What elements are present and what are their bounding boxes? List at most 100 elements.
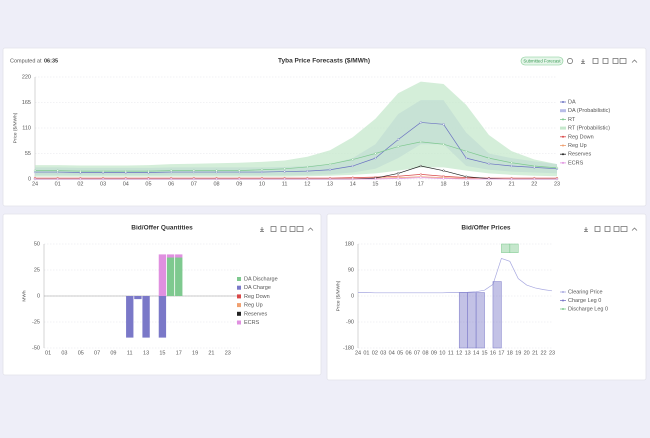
forecast-title: Tyba Price Forecasts ($/MWh) bbox=[278, 58, 370, 65]
download-icon[interactable] bbox=[584, 227, 588, 232]
point bbox=[101, 170, 105, 173]
x-tick-label: 18 bbox=[507, 350, 513, 356]
point bbox=[79, 177, 82, 181]
table-icon[interactable] bbox=[602, 58, 609, 64]
point bbox=[79, 170, 82, 173]
grid-icon[interactable] bbox=[296, 226, 304, 232]
point bbox=[419, 140, 422, 144]
bar bbox=[166, 257, 175, 296]
x-tick-label: 01 bbox=[45, 350, 51, 356]
y-axis-label: Price ($/MWh) bbox=[335, 280, 341, 311]
legend-label: Charge Leg 0 bbox=[568, 298, 601, 304]
table-icon[interactable] bbox=[280, 226, 287, 232]
point bbox=[260, 177, 264, 181]
series-line bbox=[35, 122, 558, 173]
legend-marker bbox=[562, 144, 564, 147]
legend-label: Reserves bbox=[244, 311, 267, 317]
x-tick-label: 17 bbox=[418, 181, 424, 187]
x-tick-label: 12 bbox=[304, 181, 310, 187]
point bbox=[306, 165, 309, 169]
legend-label: Clearing Price bbox=[568, 289, 603, 295]
point bbox=[465, 157, 468, 160]
view-icon[interactable] bbox=[270, 226, 277, 232]
x-tick-label: 06 bbox=[168, 181, 174, 187]
legend-swatch bbox=[560, 126, 566, 130]
computed-time: 06:35 bbox=[44, 58, 58, 64]
x-tick-label: 18 bbox=[440, 181, 446, 187]
point bbox=[215, 169, 218, 172]
legend-label: Reg Up bbox=[568, 143, 587, 149]
x-tick-label: 17 bbox=[176, 350, 182, 356]
check-icon[interactable] bbox=[613, 226, 620, 232]
legend-swatch bbox=[237, 320, 241, 325]
legend-label: DA (Probabilistic) bbox=[568, 108, 610, 114]
bar bbox=[126, 296, 134, 338]
x-tick-label: 05 bbox=[78, 350, 84, 356]
bar bbox=[158, 254, 167, 296]
x-tick-label: 08 bbox=[214, 181, 220, 187]
help-icon[interactable] bbox=[567, 58, 573, 64]
collapse-icon[interactable] bbox=[307, 227, 314, 231]
badge bbox=[520, 56, 564, 66]
x-tick-label: 07 bbox=[191, 181, 197, 187]
legend-label: Discharge Leg 0 bbox=[568, 306, 608, 312]
grid-icon[interactable] bbox=[620, 226, 628, 232]
x-tick-label: 14 bbox=[473, 350, 479, 356]
point bbox=[283, 167, 286, 170]
point bbox=[328, 177, 332, 181]
point bbox=[374, 177, 377, 181]
y-tick-label: 110 bbox=[22, 125, 31, 131]
point bbox=[510, 177, 513, 181]
collapse-icon[interactable] bbox=[631, 59, 638, 63]
check-icon[interactable] bbox=[289, 226, 296, 232]
y-tick-label: 165 bbox=[22, 100, 31, 106]
collapse-icon[interactable] bbox=[631, 227, 638, 231]
download-icon[interactable] bbox=[581, 59, 585, 64]
x-tick-label: 17 bbox=[498, 350, 504, 356]
legend-marker bbox=[562, 101, 564, 103]
download-icon[interactable] bbox=[260, 227, 264, 232]
bar bbox=[158, 296, 167, 338]
y-tick-label: 180 bbox=[345, 241, 354, 247]
series-line bbox=[35, 177, 557, 180]
y-tick-label: 0 bbox=[37, 293, 40, 299]
point bbox=[442, 177, 445, 180]
table-icon[interactable] bbox=[604, 226, 611, 232]
point bbox=[192, 177, 195, 181]
point bbox=[419, 164, 422, 168]
computed-label: Computed at bbox=[10, 58, 42, 64]
bar bbox=[166, 254, 175, 258]
badge-text: Submitted Forecast bbox=[523, 58, 561, 63]
x-tick-label: 16 bbox=[490, 350, 496, 356]
grid-icon[interactable] bbox=[619, 58, 627, 64]
y-tick-label: 55 bbox=[25, 151, 31, 157]
prices-title: Bid/Offer Prices bbox=[461, 225, 511, 232]
point bbox=[351, 164, 354, 168]
point bbox=[260, 168, 264, 171]
check-icon[interactable] bbox=[612, 58, 619, 64]
legend-marker bbox=[562, 299, 564, 302]
legend-marker bbox=[562, 118, 564, 121]
x-tick-label: 13 bbox=[143, 350, 149, 356]
view-icon[interactable] bbox=[592, 58, 599, 64]
toolbar bbox=[260, 226, 638, 232]
view-icon[interactable] bbox=[594, 226, 601, 232]
x-tick-label: 22 bbox=[541, 350, 547, 356]
point bbox=[328, 168, 332, 171]
toolbar bbox=[581, 58, 638, 64]
x-tick-label: 23 bbox=[549, 350, 555, 356]
x-tick-label: 09 bbox=[236, 181, 242, 187]
point bbox=[56, 177, 59, 181]
point bbox=[419, 173, 422, 176]
x-tick-label: 04 bbox=[389, 350, 395, 356]
x-tick-label: 15 bbox=[372, 181, 378, 187]
point bbox=[124, 177, 127, 181]
leg-bar bbox=[467, 292, 477, 349]
x-tick-label: 07 bbox=[414, 350, 420, 356]
legend-swatch bbox=[237, 294, 241, 299]
leg-bar bbox=[501, 243, 511, 253]
x-tick-label: 03 bbox=[61, 350, 67, 356]
x-tick-label: 11 bbox=[282, 181, 288, 187]
y-axis-label: Price ($/MWh) bbox=[12, 112, 18, 143]
